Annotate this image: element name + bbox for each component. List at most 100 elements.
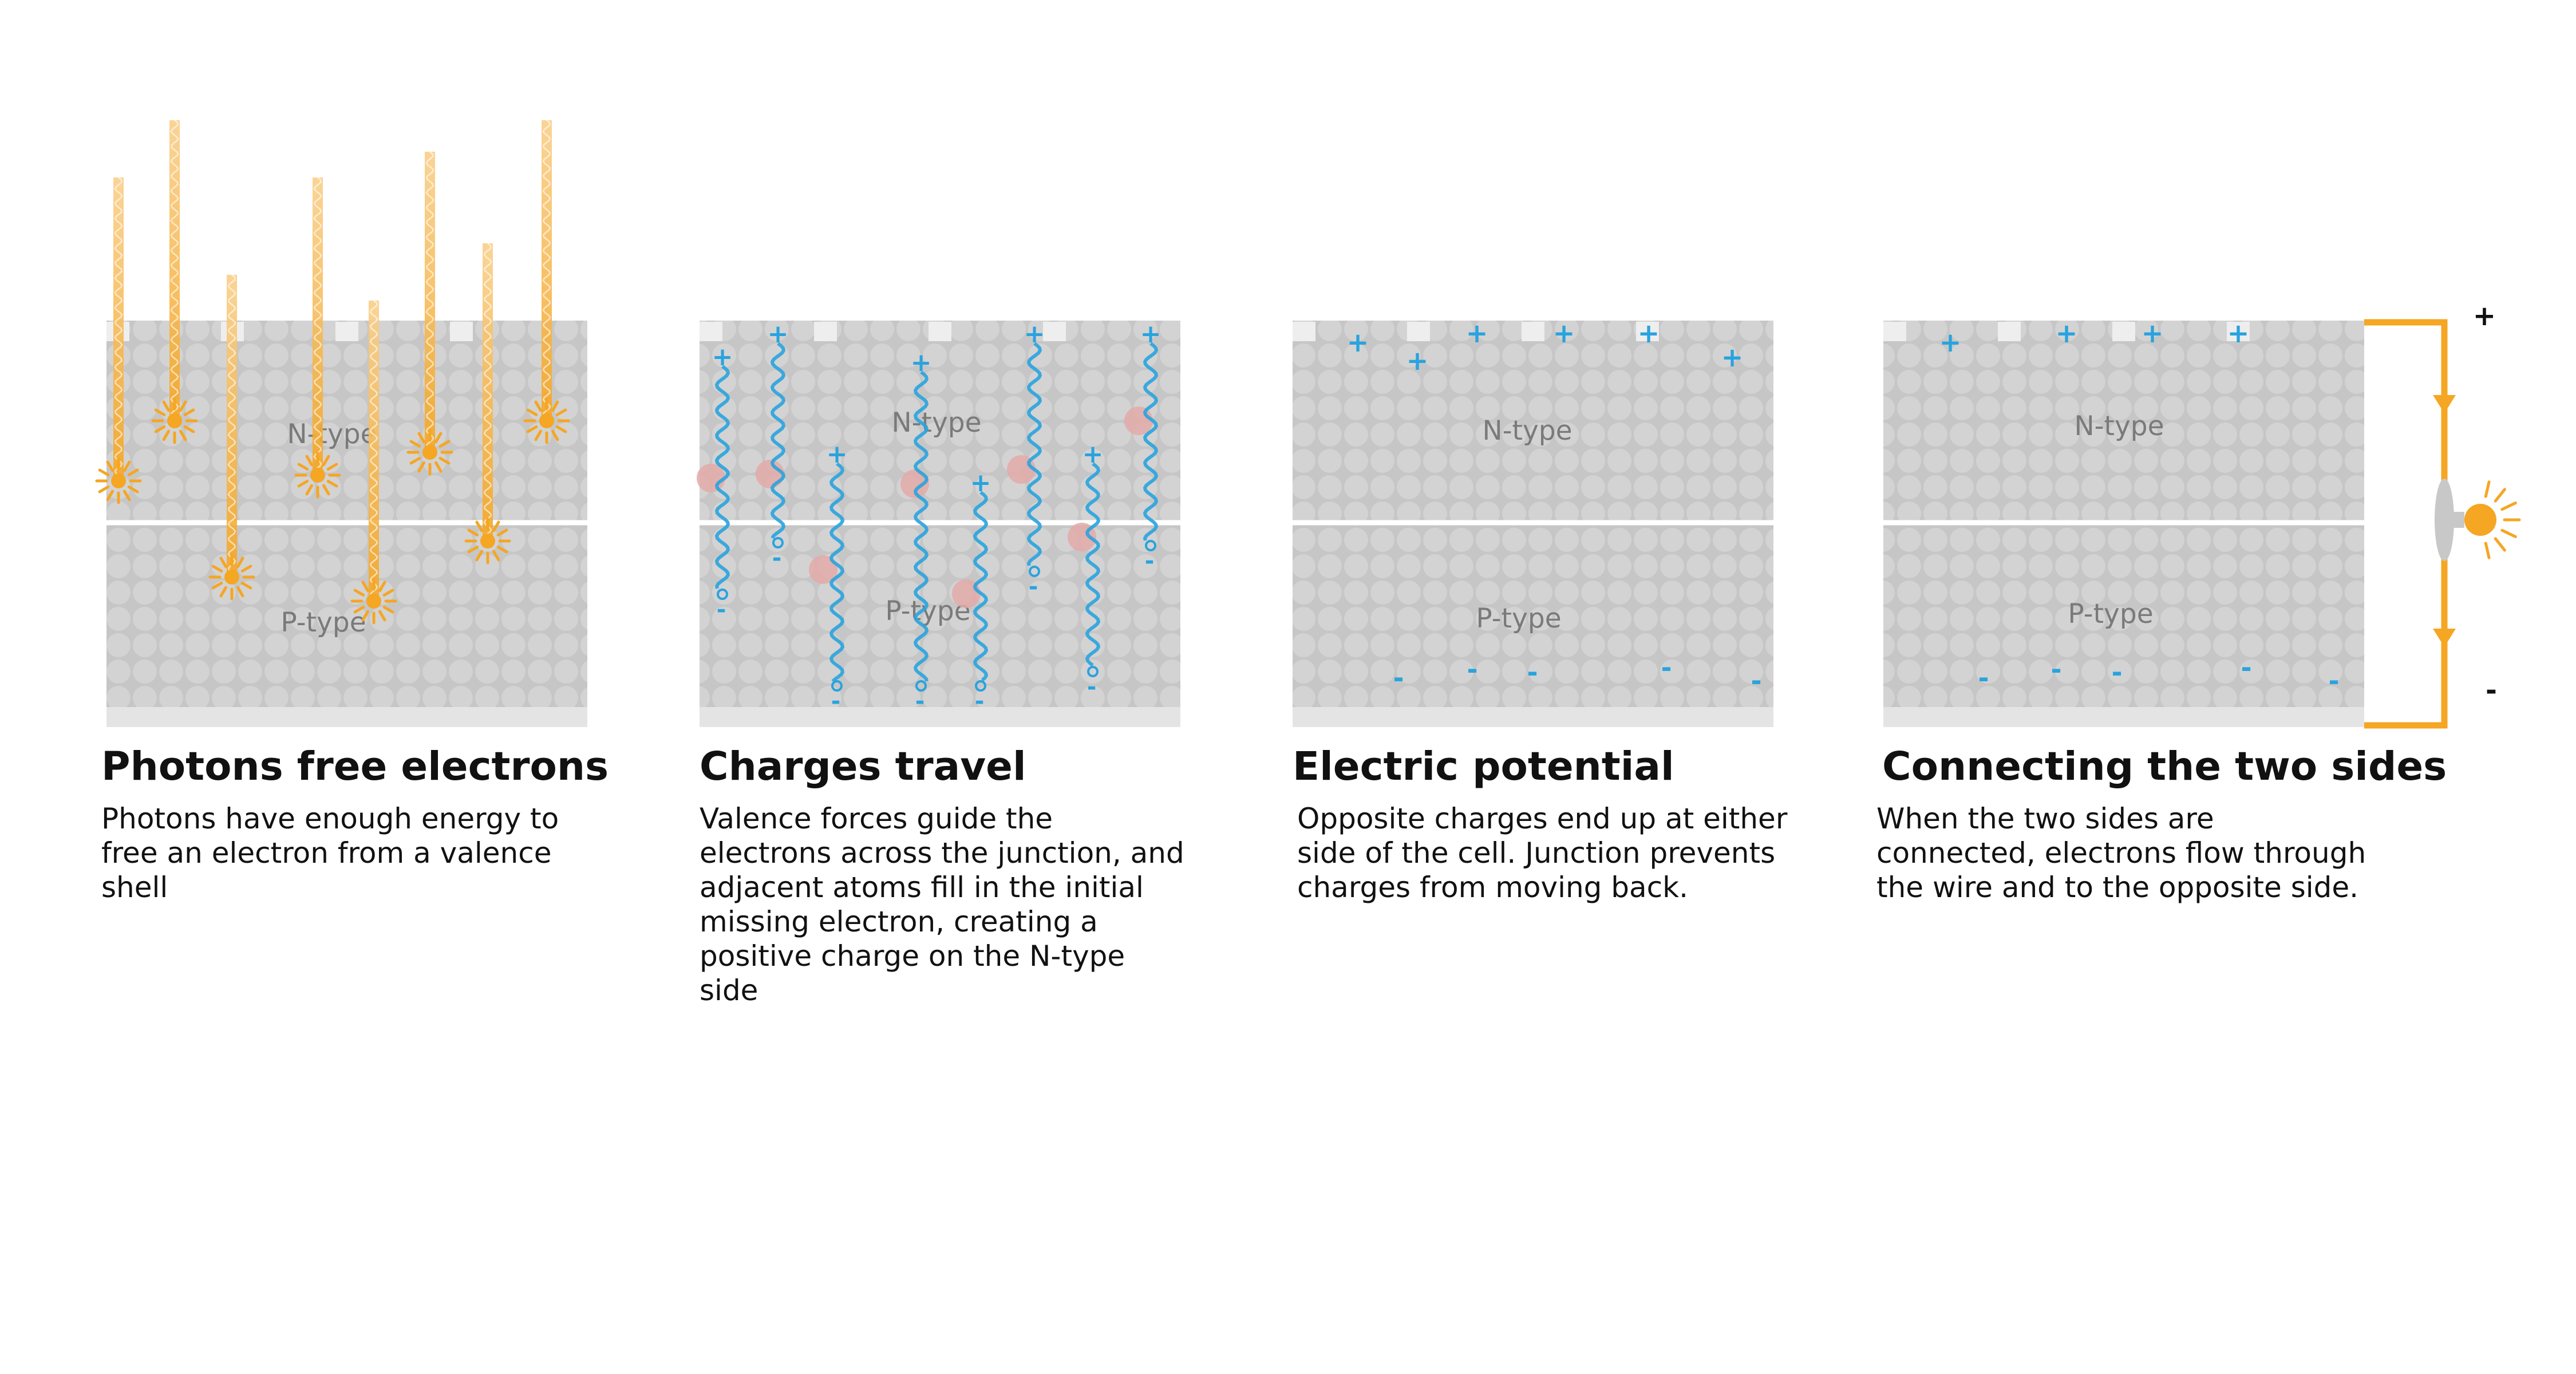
panel-3-cell: N-type P-type + + + + + + - - - - - xyxy=(1293,318,1773,727)
minus-sign: - xyxy=(1393,662,1404,693)
photon-burst-ray xyxy=(106,489,114,502)
plus-sign: + xyxy=(1082,440,1104,469)
bulb-ray xyxy=(2494,537,2506,552)
electron-path xyxy=(829,462,845,683)
photon-burst-ray xyxy=(98,468,110,476)
plus-sign: + xyxy=(1638,318,1660,349)
panel-title: Charges travel xyxy=(700,744,1026,789)
panel-4-cell: N-type P-type + + + + - - - - - + - xyxy=(1883,300,2521,729)
photon-burst-ray xyxy=(297,480,309,488)
photon-hit-dot xyxy=(310,468,325,483)
photon-burst-ray xyxy=(162,429,170,441)
photon-wave xyxy=(313,177,322,476)
electron-dot xyxy=(831,680,843,692)
panel-description: Photons have enough energy to free an el… xyxy=(101,802,559,904)
n-type-label: N-type xyxy=(2074,410,2164,442)
photon-hit-dot xyxy=(539,413,554,428)
photon-wave xyxy=(542,120,551,421)
arrow-down-icon xyxy=(2433,629,2456,647)
hole-circle xyxy=(1124,406,1153,435)
bulb-ray xyxy=(2500,528,2517,538)
electron-path xyxy=(1085,462,1101,667)
photon-burst-ray xyxy=(353,589,365,597)
minus-sign: - xyxy=(975,688,985,714)
plus-sign: + xyxy=(1721,342,1744,373)
photon-hit-dot xyxy=(422,445,437,460)
photon-burst-ray xyxy=(326,463,338,471)
electron-dot xyxy=(717,589,728,600)
minus-sign: - xyxy=(1029,574,1038,600)
photon-burst-ray xyxy=(305,455,313,467)
surface-gaps xyxy=(700,322,1066,341)
panel-description: Opposite charges end up at either side o… xyxy=(1297,802,1788,904)
photon-burst-ray xyxy=(123,460,131,472)
p-type-label: P-type xyxy=(1476,603,1561,634)
panel-4-caption: Connecting the two sides When the two si… xyxy=(1876,745,2447,905)
light-bulb-icon xyxy=(2435,479,2521,561)
photon-burst-ray xyxy=(551,429,559,441)
photon-hit-dot xyxy=(111,473,126,488)
electron-dot xyxy=(915,680,927,692)
cell-base xyxy=(1883,707,2364,727)
panel-3-caption: Electric potential Opposite charges end … xyxy=(1293,745,1808,905)
photon-burst-ray xyxy=(434,432,442,444)
photon-burst-ray xyxy=(154,425,166,433)
negative-terminal: - xyxy=(2486,674,2497,706)
photon-wave xyxy=(483,243,492,542)
arrow-down-icon xyxy=(2433,395,2456,413)
panel-title: Electric potential xyxy=(1293,744,1674,789)
photon-burst-ray xyxy=(322,455,330,467)
photon-burst-ray xyxy=(183,425,195,433)
minus-sign: - xyxy=(1527,657,1538,688)
photon-burst-ray xyxy=(219,586,227,598)
bulb-ray xyxy=(2484,542,2491,559)
plus-sign: + xyxy=(712,342,733,372)
minus-sign: - xyxy=(2050,654,2061,685)
electron-path xyxy=(1143,342,1159,541)
electron-dot xyxy=(1087,666,1099,677)
plus-sign: + xyxy=(2056,318,2078,349)
photon-burst-ray xyxy=(154,408,166,416)
electron-dot xyxy=(1029,566,1040,577)
photon-burst-ray xyxy=(353,606,365,614)
minus-sign: - xyxy=(2328,665,2339,696)
panel-description: When the two sides are connected, electr… xyxy=(1876,802,2366,904)
photon-burst-ray xyxy=(475,520,483,532)
photon-burst-ray xyxy=(211,582,223,590)
minus-sign: - xyxy=(915,688,925,714)
cell-base xyxy=(106,707,587,727)
electron-path xyxy=(770,342,786,539)
p-type-label: P-type xyxy=(2068,598,2153,630)
bulb-ray xyxy=(2484,480,2491,498)
minus-sign: - xyxy=(772,545,782,571)
photon-burst-ray xyxy=(526,408,538,416)
electron-dot xyxy=(1145,540,1156,551)
photon-burst-ray xyxy=(179,429,187,441)
photon-burst-ray xyxy=(127,468,139,476)
plus-sign: + xyxy=(1466,318,1488,349)
photon-burst-ray xyxy=(326,480,338,488)
photon-burst-ray xyxy=(534,400,542,412)
panel-1-cell: N-type P-type xyxy=(95,120,587,727)
plus-sign: + xyxy=(1553,318,1575,349)
plus-sign: + xyxy=(768,319,789,349)
n-type-label: N-type xyxy=(287,418,377,450)
photon-burst-ray xyxy=(417,461,425,473)
photon-burst-ray xyxy=(106,460,114,472)
minus-sign: - xyxy=(1145,548,1155,574)
photon-burst-ray xyxy=(240,564,252,572)
plus-sign: + xyxy=(911,348,932,377)
photon-burst-ray xyxy=(297,463,309,471)
photon-burst-ray xyxy=(492,550,500,562)
electron-dot xyxy=(772,537,784,548)
photon-burst-ray xyxy=(467,546,479,554)
electron-path xyxy=(714,365,730,589)
hole-circle xyxy=(756,460,784,488)
plus-sign: + xyxy=(1939,327,1962,358)
minus-sign: - xyxy=(1978,662,1989,693)
photon-wave xyxy=(227,274,236,578)
photon-burst-ray xyxy=(438,440,451,448)
minus-sign: - xyxy=(1661,652,1672,683)
plus-sign: + xyxy=(827,440,848,469)
